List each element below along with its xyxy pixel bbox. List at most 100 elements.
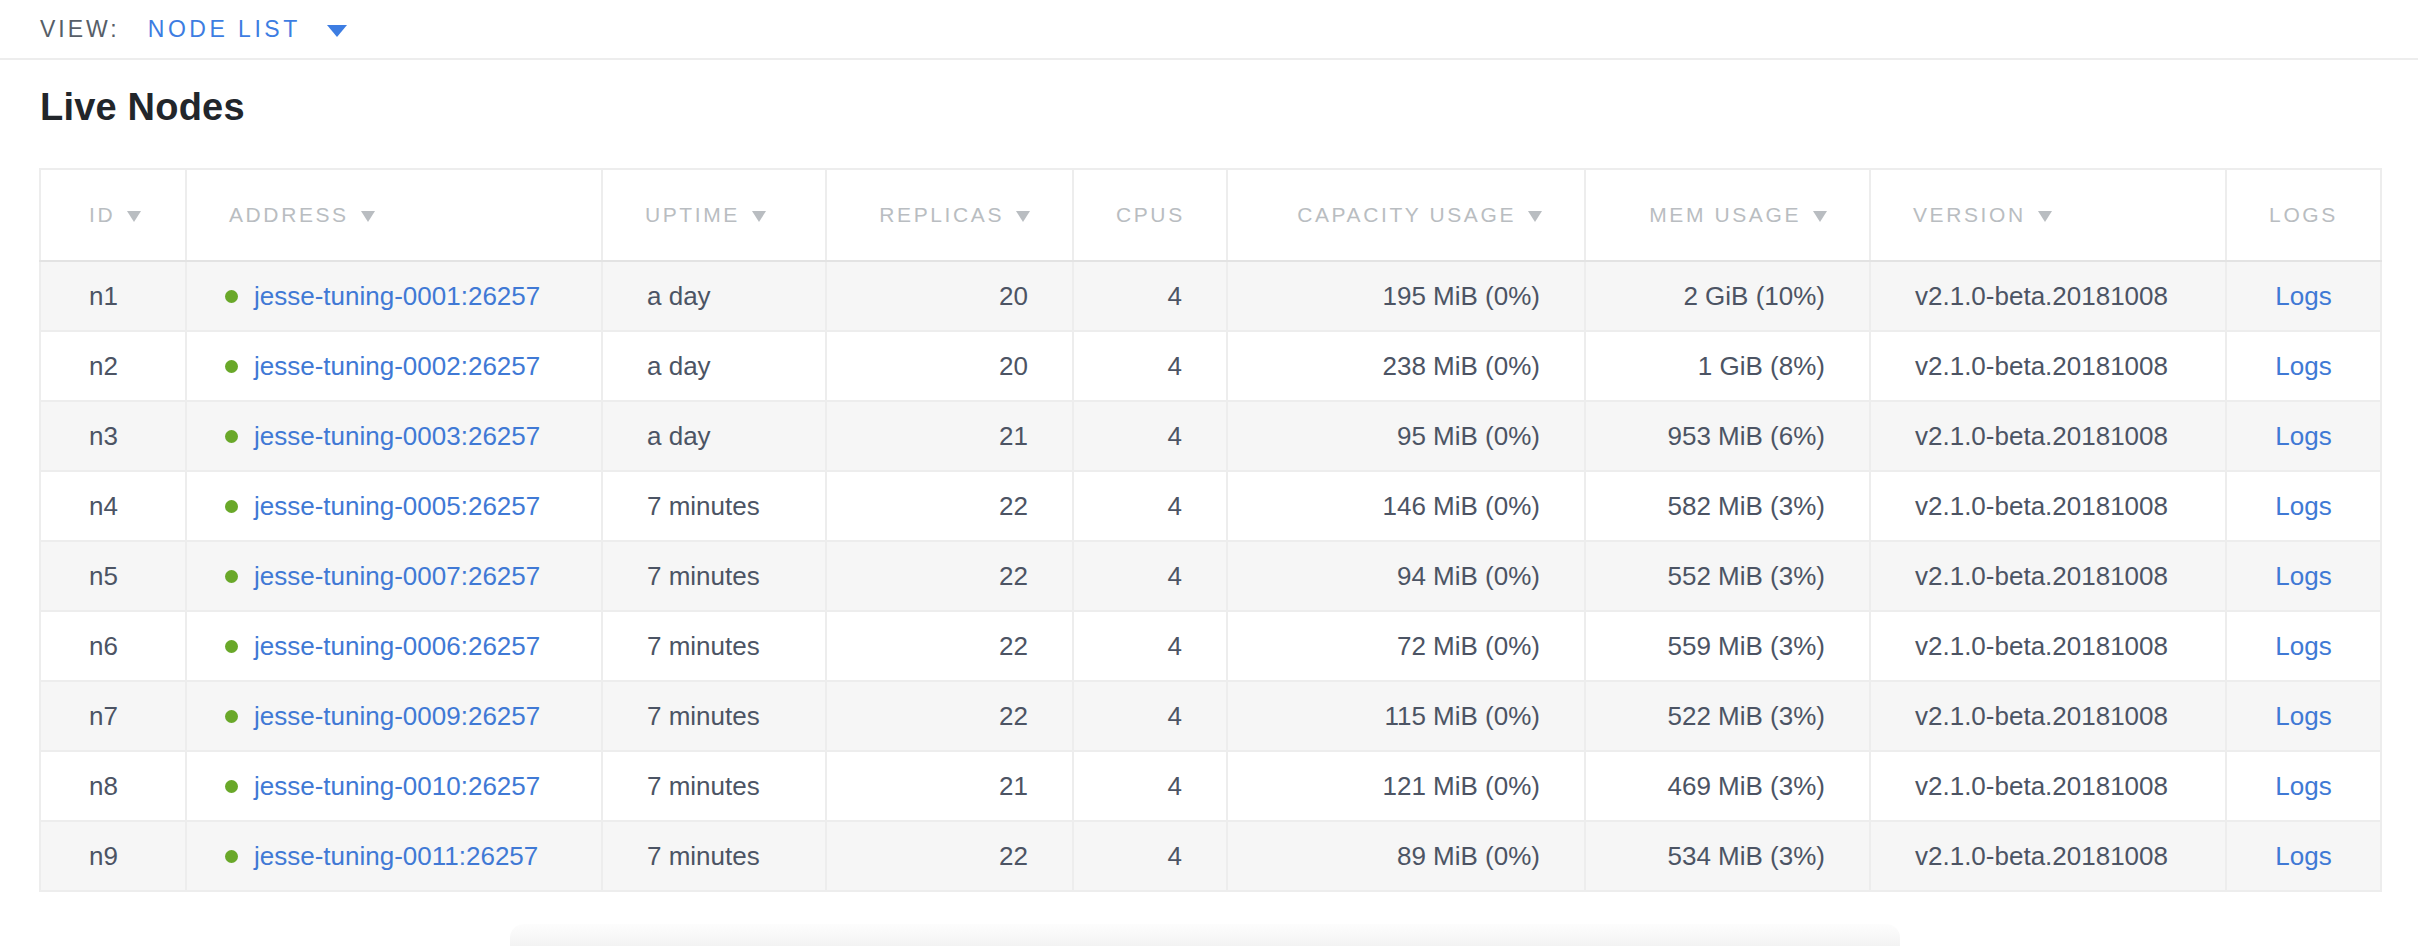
column-header-mem-usage[interactable]: MEM USAGE: [1585, 169, 1870, 261]
cell-version: v2.1.0-beta.20181008: [1870, 751, 2226, 821]
node-address-link[interactable]: jesse-tuning-0006:26257: [254, 631, 540, 661]
node-address-link[interactable]: jesse-tuning-0001:26257: [254, 281, 540, 311]
cell-logs: Logs: [2226, 401, 2381, 471]
cell-mem-usage: 953 MiB (6%): [1585, 401, 1870, 471]
logs-link[interactable]: Logs: [2275, 771, 2331, 801]
version-text: v2.1.0-beta.20181008: [1915, 561, 2168, 591]
cell-uptime: a day: [602, 331, 826, 401]
logs-link[interactable]: Logs: [2275, 561, 2331, 591]
table-row: n6 jesse-tuning-0006:26257 7 minutes 22 …: [40, 611, 2381, 681]
live-nodes-table: ID ADDRESS UPTIME REPLICAS CPUS CAPACITY…: [39, 168, 2382, 892]
cell-uptime: 7 minutes: [602, 541, 826, 611]
mem-usage-text: 582 MiB (3%): [1668, 491, 1826, 521]
column-header-cpus: CPUS: [1073, 169, 1227, 261]
node-live-status-icon: [225, 850, 238, 863]
column-header-logs: LOGS: [2226, 169, 2381, 261]
column-header-address[interactable]: ADDRESS: [186, 169, 602, 261]
column-header-label: REPLICAS: [879, 203, 1004, 226]
uptime-text: 7 minutes: [647, 771, 760, 801]
cell-mem-usage: 1 GiB (8%): [1585, 331, 1870, 401]
cell-address: jesse-tuning-0007:26257: [186, 541, 602, 611]
column-header-capacity-usage[interactable]: CAPACITY USAGE: [1227, 169, 1585, 261]
node-id-text: n6: [89, 631, 118, 661]
cell-node-id: n4: [40, 471, 186, 541]
node-address-link[interactable]: jesse-tuning-0009:26257: [254, 701, 540, 731]
uptime-text: a day: [647, 351, 711, 381]
view-selector-dropdown[interactable]: NODE LIST: [148, 16, 347, 43]
node-id-text: n5: [89, 561, 118, 591]
node-address-link[interactable]: jesse-tuning-0005:26257: [254, 491, 540, 521]
cell-node-id: n1: [40, 261, 186, 331]
cell-mem-usage: 582 MiB (3%): [1585, 471, 1870, 541]
cell-capacity-usage: 146 MiB (0%): [1227, 471, 1585, 541]
cell-address: jesse-tuning-0005:26257: [186, 471, 602, 541]
cell-cpus: 4: [1073, 821, 1227, 891]
node-address-link[interactable]: jesse-tuning-0007:26257: [254, 561, 540, 591]
column-header-label: ID: [89, 203, 115, 226]
cell-uptime: 7 minutes: [602, 751, 826, 821]
logs-link[interactable]: Logs: [2275, 421, 2331, 451]
version-text: v2.1.0-beta.20181008: [1915, 281, 2168, 311]
cell-cpus: 4: [1073, 751, 1227, 821]
capacity-usage-text: 94 MiB (0%): [1397, 561, 1540, 591]
cell-logs: Logs: [2226, 541, 2381, 611]
mem-usage-text: 1 GiB (8%): [1698, 351, 1825, 381]
uptime-text: 7 minutes: [647, 631, 760, 661]
cell-replicas: 21: [826, 751, 1073, 821]
node-address-link[interactable]: jesse-tuning-0011:26257: [254, 841, 538, 871]
column-header-uptime[interactable]: UPTIME: [602, 169, 826, 261]
cell-version: v2.1.0-beta.20181008: [1870, 681, 2226, 751]
cell-logs: Logs: [2226, 751, 2381, 821]
cell-mem-usage: 469 MiB (3%): [1585, 751, 1870, 821]
cell-replicas: 22: [826, 611, 1073, 681]
cell-mem-usage: 559 MiB (3%): [1585, 611, 1870, 681]
version-text: v2.1.0-beta.20181008: [1915, 351, 2168, 381]
replicas-count: 21: [999, 421, 1028, 451]
replicas-count: 22: [999, 841, 1028, 871]
mem-usage-text: 522 MiB (3%): [1668, 701, 1826, 731]
table-row: n8 jesse-tuning-0010:26257 7 minutes 21 …: [40, 751, 2381, 821]
node-address-link[interactable]: jesse-tuning-0003:26257: [254, 421, 540, 451]
column-header-version[interactable]: VERSION: [1870, 169, 2226, 261]
view-label: VIEW:: [40, 16, 120, 43]
logs-link[interactable]: Logs: [2275, 841, 2331, 871]
node-live-status-icon: [225, 430, 238, 443]
cell-version: v2.1.0-beta.20181008: [1870, 401, 2226, 471]
cell-cpus: 4: [1073, 541, 1227, 611]
mem-usage-text: 534 MiB (3%): [1668, 841, 1826, 871]
node-address-link[interactable]: jesse-tuning-0002:26257: [254, 351, 540, 381]
cell-replicas: 22: [826, 681, 1073, 751]
cell-version: v2.1.0-beta.20181008: [1870, 541, 2226, 611]
cell-capacity-usage: 94 MiB (0%): [1227, 541, 1585, 611]
replicas-count: 22: [999, 631, 1028, 661]
mem-usage-text: 552 MiB (3%): [1668, 561, 1826, 591]
logs-link[interactable]: Logs: [2275, 281, 2331, 311]
node-address-link[interactable]: jesse-tuning-0010:26257: [254, 771, 540, 801]
cell-node-id: n6: [40, 611, 186, 681]
cell-mem-usage: 522 MiB (3%): [1585, 681, 1870, 751]
cell-mem-usage: 552 MiB (3%): [1585, 541, 1870, 611]
node-live-status-icon: [225, 570, 238, 583]
uptime-text: 7 minutes: [647, 561, 760, 591]
cell-cpus: 4: [1073, 331, 1227, 401]
cpus-count: 4: [1168, 421, 1182, 451]
sort-desc-icon: [127, 211, 141, 222]
capacity-usage-text: 238 MiB (0%): [1383, 351, 1541, 381]
logs-link[interactable]: Logs: [2275, 631, 2331, 661]
cpus-count: 4: [1168, 281, 1182, 311]
cell-replicas: 22: [826, 541, 1073, 611]
cell-capacity-usage: 195 MiB (0%): [1227, 261, 1585, 331]
logs-link[interactable]: Logs: [2275, 491, 2331, 521]
column-header-replicas[interactable]: REPLICAS: [826, 169, 1073, 261]
table-row: n4 jesse-tuning-0005:26257 7 minutes 22 …: [40, 471, 2381, 541]
node-id-text: n1: [89, 281, 118, 311]
uptime-text: 7 minutes: [647, 701, 760, 731]
cell-uptime: 7 minutes: [602, 611, 826, 681]
cell-address: jesse-tuning-0010:26257: [186, 751, 602, 821]
column-header-label: ADDRESS: [229, 203, 349, 226]
column-header-id[interactable]: ID: [40, 169, 186, 261]
cell-cpus: 4: [1073, 681, 1227, 751]
logs-link[interactable]: Logs: [2275, 701, 2331, 731]
logs-link[interactable]: Logs: [2275, 351, 2331, 381]
cell-replicas: 22: [826, 821, 1073, 891]
